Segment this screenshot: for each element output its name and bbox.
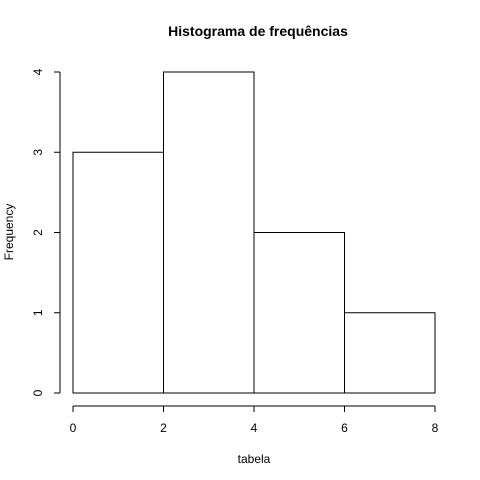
histogram-bar-4 [344,312,436,394]
y-axis-label: Frequency [2,204,16,261]
y-tick-label: 2 [31,229,45,236]
histogram-bar-1 [72,151,164,394]
x-tick-label: 4 [251,421,258,435]
x-tick-label: 8 [432,421,439,435]
x-axis-label: tabela [238,452,271,466]
y-tick-label: 3 [31,149,45,156]
x-tick-label: 2 [160,421,167,435]
y-tick-label: 1 [31,309,45,316]
y-axis: 0 1 2 3 4 [31,68,61,396]
bars-group [72,71,436,394]
y-tick-label: 0 [31,389,45,396]
y-tick-label: 4 [31,68,45,75]
histogram-bar-2 [163,71,255,394]
x-tick-label: 0 [70,421,77,435]
histogram-bar-3 [253,232,345,394]
chart-title: Histograma de frequências [168,23,348,39]
x-axis: 0 2 4 6 8 [70,405,439,435]
x-tick-label: 6 [341,421,348,435]
